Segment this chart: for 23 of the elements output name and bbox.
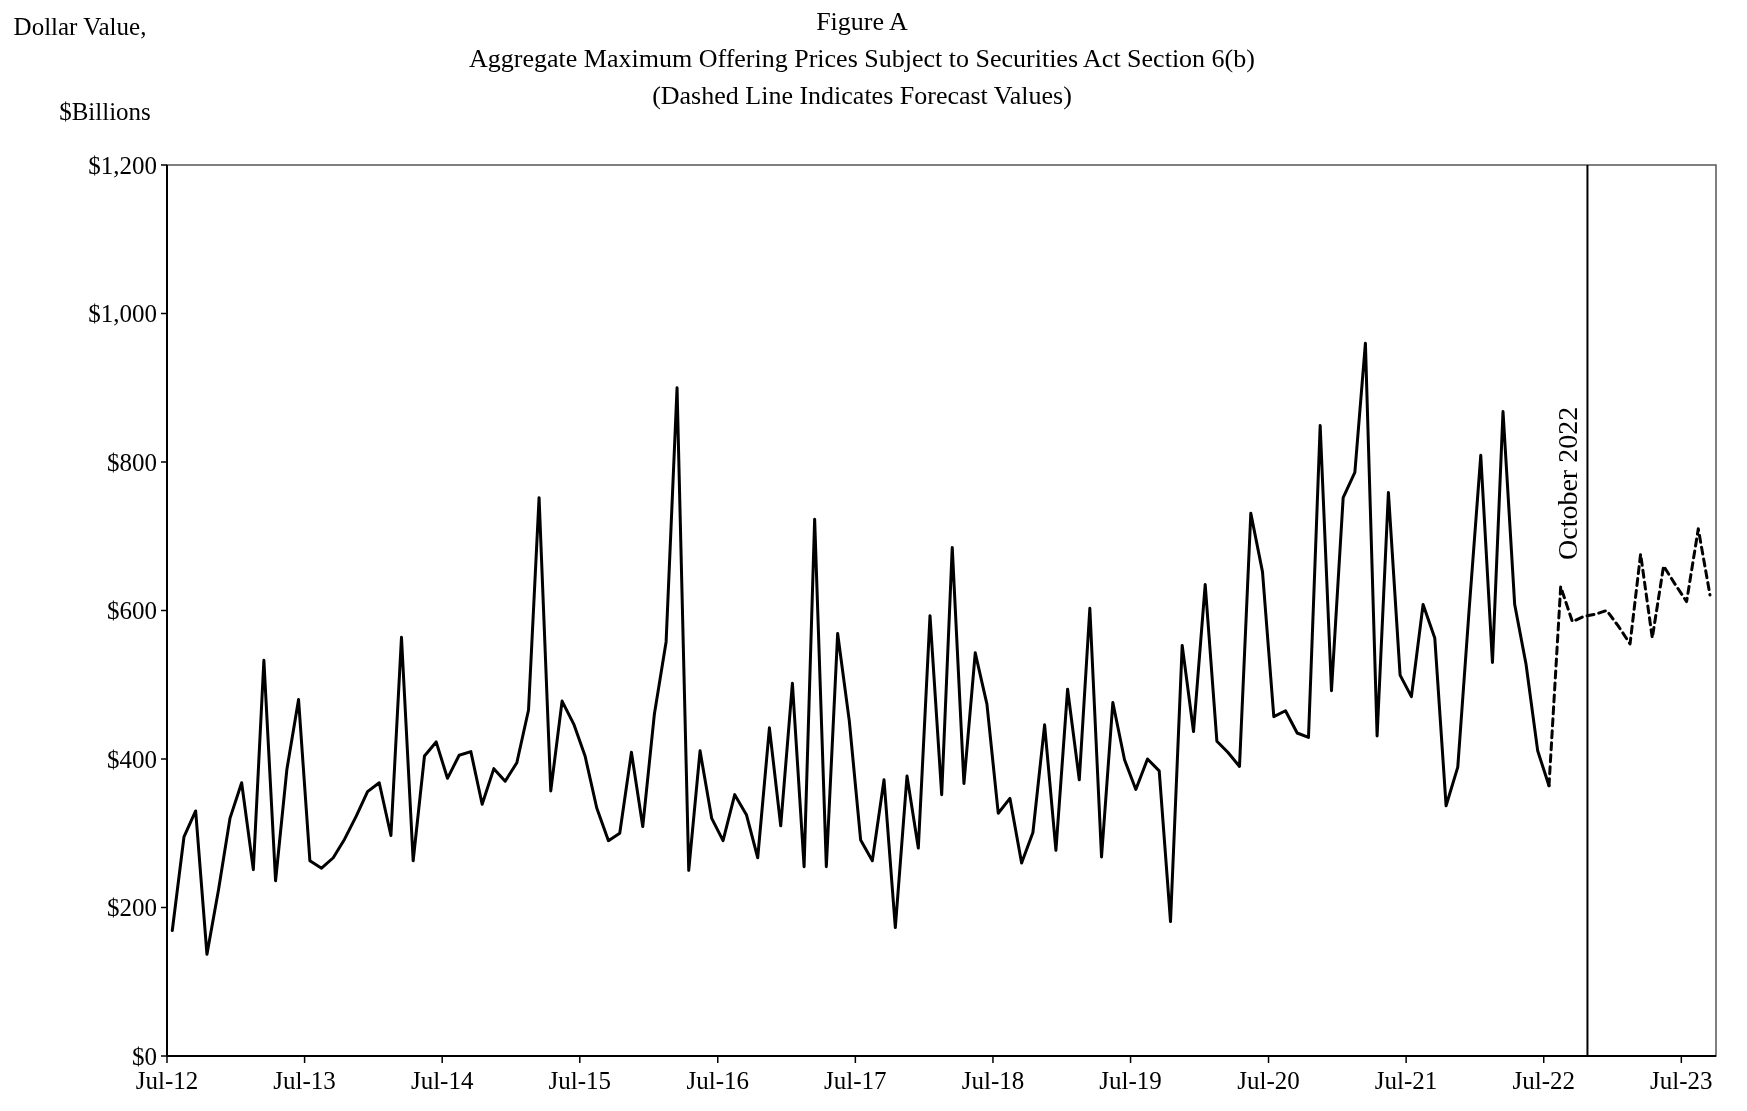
chart-subtitle: Aggregate Maximum Offering Prices Subject to Securities Act Section 6(b) (Dashed Line Indicates Forecast Values) — [469, 44, 1255, 110]
x-tick-label: Jul-22 — [1512, 1067, 1575, 1094]
y-tick-label: $800 — [107, 448, 157, 476]
y-tick-label: $1,000 — [88, 300, 157, 328]
x-tick-label: Jul-17 — [824, 1067, 887, 1094]
x-tick-label: Jul-20 — [1237, 1067, 1300, 1094]
y-tick-label: $1,200 — [88, 151, 157, 179]
chart-title: Figure A — [816, 7, 909, 36]
x-tick-label: Jul-16 — [686, 1067, 750, 1094]
x-tick-label: Jul-23 — [1650, 1067, 1713, 1094]
x-tick-label: Jul-19 — [1099, 1067, 1162, 1094]
y-tick-label: $400 — [107, 745, 157, 773]
y-tick-label: $0 — [132, 1042, 157, 1070]
y-tick-label: $600 — [107, 597, 157, 625]
x-tick-label: Jul-18 — [961, 1067, 1025, 1094]
x-tick-label: Jul-15 — [548, 1067, 612, 1094]
x-tick-label: Jul-21 — [1374, 1067, 1438, 1094]
y-tick-label: $200 — [107, 894, 157, 922]
x-tick-label: Jul-14 — [410, 1067, 474, 1094]
x-tick-label: Jul-13 — [273, 1067, 336, 1094]
ref-line-label: October 2022 — [1552, 406, 1584, 560]
x-tick-label: Jul-12 — [135, 1067, 199, 1094]
text: Dollar Value, $Billions — [13, 13, 151, 125]
